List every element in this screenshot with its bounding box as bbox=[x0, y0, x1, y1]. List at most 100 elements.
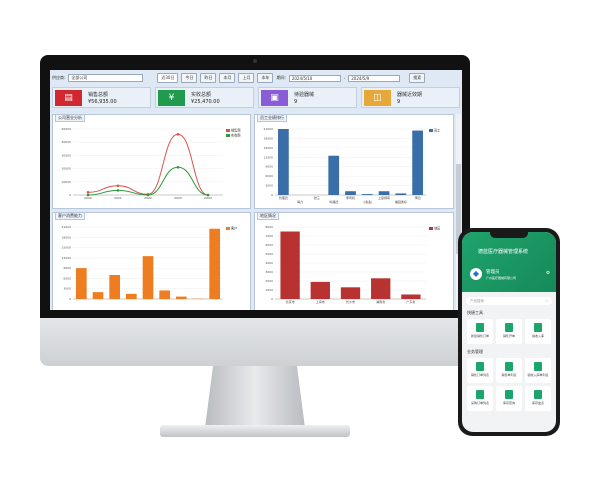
bar bbox=[92, 292, 104, 299]
app-tile[interactable]: 验收入库单列表 bbox=[525, 358, 551, 383]
x-tick-label: 2022 bbox=[144, 196, 152, 200]
tile-icon bbox=[505, 390, 513, 399]
tile-label: 验收入库 bbox=[531, 334, 544, 338]
product-search-input[interactable]: 产品搜索 ⌗ bbox=[466, 297, 552, 305]
y-tick-label: 18000 bbox=[263, 136, 273, 140]
quick-btn-30d[interactable]: 近30日 bbox=[157, 73, 179, 83]
bar bbox=[109, 275, 120, 299]
stat-value: ¥56,935.00 bbox=[88, 99, 117, 105]
y-tick-label: 12000 bbox=[61, 256, 71, 260]
data-point bbox=[86, 193, 90, 197]
legend-label: 客户 bbox=[231, 226, 237, 231]
x-tick-label: 上海市 bbox=[316, 299, 325, 304]
period-label: 期间: bbox=[276, 75, 286, 80]
data-point bbox=[116, 184, 120, 188]
y-tick-label: 50000 bbox=[61, 127, 71, 131]
yen-icon: ¥ bbox=[158, 90, 185, 106]
quick-tools-title: 快捷工具 bbox=[467, 310, 483, 315]
y-tick-label: 0 bbox=[69, 193, 71, 197]
stat-card[interactable]: ¥ 实收总额 ¥25,470.00 bbox=[155, 87, 254, 108]
bar bbox=[371, 278, 391, 299]
supplier-select[interactable]: 全部公司 bbox=[68, 74, 144, 82]
search-button[interactable]: 搜索 bbox=[409, 73, 426, 83]
x-tick-label: 北京市 bbox=[286, 299, 295, 304]
x-tick-label: 湖南省 bbox=[376, 299, 385, 304]
tile-label: 销售开单 bbox=[502, 334, 515, 338]
tile-label: 采购订单列表 bbox=[470, 401, 489, 405]
dashboard-screen: 供应商: 全部公司 近30日 今日 昨日 本月 上月 本年 期间: 2024/5… bbox=[50, 70, 462, 310]
data-point bbox=[206, 193, 210, 197]
bar bbox=[378, 191, 390, 195]
user-name: 管理员 bbox=[486, 270, 500, 275]
y-tick-label: 15000 bbox=[61, 246, 71, 250]
settings-icon[interactable]: ⚙ bbox=[546, 271, 551, 276]
y-tick-label: 9000 bbox=[63, 266, 71, 270]
x-tick-label: 广东省 bbox=[406, 299, 415, 304]
box-icon: ▣ bbox=[261, 90, 288, 106]
x-tick-label: 管理员 bbox=[279, 195, 288, 200]
toolbar: 供应商: 全部公司 近30日 今日 昨日 本月 上月 本年 期间: 2024/5… bbox=[52, 73, 460, 83]
bar bbox=[328, 155, 340, 195]
tile-label: 新建销售订单 bbox=[470, 334, 489, 338]
date-to-input[interactable]: 2024/5/9 bbox=[348, 74, 401, 82]
date-separator: - bbox=[343, 75, 346, 81]
tile-label: 销售订单列表 bbox=[470, 373, 489, 377]
stat-card[interactable]: ▣ 待验器械 9 bbox=[258, 87, 357, 108]
bar bbox=[176, 296, 187, 299]
y-tick-label: 40000 bbox=[61, 140, 71, 144]
quick-btn-yesterday[interactable]: 昨日 bbox=[200, 73, 217, 83]
tile-icon bbox=[476, 390, 484, 399]
panel-title: 员工业绩排行 bbox=[257, 114, 287, 122]
quick-btn-last-month[interactable]: 上月 bbox=[238, 73, 255, 83]
legend-label: 实收额 bbox=[231, 133, 241, 138]
quick-btn-this-month[interactable]: 本月 bbox=[219, 73, 236, 83]
scan-icon[interactable]: ⌗ bbox=[546, 299, 548, 303]
stat-card[interactable]: ▤ 销售总额 ¥56,935.00 bbox=[52, 87, 151, 108]
app-tile[interactable]: 库存盘点 bbox=[525, 386, 551, 411]
scrollbar[interactable] bbox=[456, 114, 461, 310]
tile-icon bbox=[534, 362, 542, 371]
app-tile[interactable]: 销售订单列表 bbox=[467, 358, 493, 383]
y-tick-label: 3000 bbox=[63, 287, 71, 291]
panel-customer-spending: 客户消费能力 0 3000 6000 9000 12000 15000 18000 21000 客… bbox=[52, 212, 251, 310]
app-tile[interactable]: 销售单列表 bbox=[496, 358, 522, 383]
quick-btn-today[interactable]: 今日 bbox=[181, 73, 198, 83]
bar bbox=[412, 130, 423, 195]
x-tick-label: 长沙市 bbox=[346, 299, 355, 304]
legend-swatch bbox=[429, 129, 433, 132]
app-tile[interactable]: 库存查询 bbox=[496, 386, 522, 411]
legend-label: 员工 bbox=[434, 129, 441, 133]
app-tile[interactable]: 采购订单列表 bbox=[467, 386, 493, 411]
x-tick-label: 上官绿萼 bbox=[378, 195, 390, 200]
legend-label: 销售额 bbox=[231, 128, 241, 133]
stat-title: 器械近效期 bbox=[397, 92, 423, 98]
legend-swatch bbox=[226, 134, 230, 137]
app-tile[interactable]: 销售开单 bbox=[496, 319, 522, 344]
monitor-base bbox=[160, 425, 350, 437]
y-tick-label: 2000 bbox=[265, 279, 273, 283]
panel-staff-ranking: 员工业绩排行 0 3000 6000 9000 12000 15000 18000 21000 管… bbox=[254, 114, 454, 209]
bar bbox=[209, 228, 220, 299]
bar bbox=[280, 231, 300, 299]
stat-card[interactable]: ◫ 器械近效期 9 bbox=[361, 87, 460, 108]
bar bbox=[345, 191, 356, 195]
app-tile[interactable]: 新建销售订单 bbox=[467, 319, 493, 344]
data-point bbox=[116, 189, 120, 192]
business-title: 业务管理 bbox=[467, 349, 483, 354]
date-from-input[interactable]: 2024/5/10 bbox=[288, 74, 341, 82]
bar bbox=[159, 290, 170, 299]
scrollbar-thumb[interactable] bbox=[456, 164, 461, 254]
tile-icon bbox=[534, 323, 542, 332]
panel-region: 地区情况 0 1000 2000 3000 4000 5000 6000 7000 8000 北京市… bbox=[254, 212, 454, 310]
app-tile[interactable]: 验收入库 bbox=[525, 319, 551, 344]
y-tick-label: 18000 bbox=[61, 235, 71, 239]
y-tick-label: 6000 bbox=[265, 243, 273, 247]
quick-btn-this-year[interactable]: 本年 bbox=[257, 73, 274, 83]
y-tick-label: 3000 bbox=[265, 184, 273, 188]
tile-label: 库存查询 bbox=[502, 401, 515, 405]
y-tick-label: 3000 bbox=[265, 270, 273, 274]
tile-label: 销售单列表 bbox=[501, 373, 517, 377]
series-line bbox=[87, 133, 209, 196]
box-clock-icon: ◫ bbox=[364, 90, 391, 106]
